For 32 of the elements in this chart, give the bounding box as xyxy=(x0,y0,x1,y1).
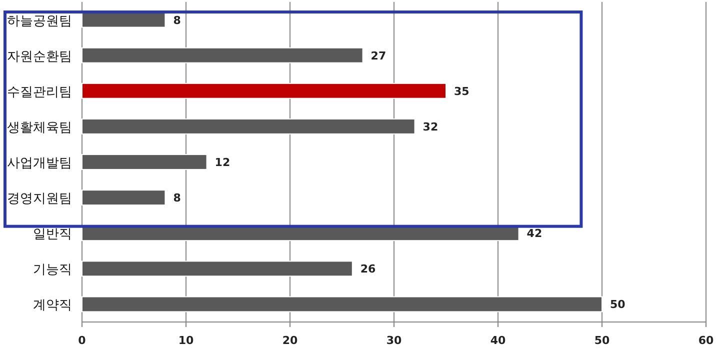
data-label: 27 xyxy=(370,49,386,62)
x-tick-label: 20 xyxy=(282,334,298,347)
bar xyxy=(82,154,208,170)
x-tick-label: 0 xyxy=(78,334,86,347)
y-tick-label: 일반직 xyxy=(33,227,72,242)
x-tick-label: 30 xyxy=(386,334,402,347)
x-tick-label: 10 xyxy=(178,334,194,347)
bar xyxy=(82,47,364,64)
data-label: 12 xyxy=(214,156,230,169)
bar xyxy=(82,296,602,312)
data-label: 8 xyxy=(173,14,181,27)
bar xyxy=(82,260,353,277)
y-tick-label: 기능직 xyxy=(33,262,72,278)
data-label: 50 xyxy=(610,298,626,312)
y-tick-label: 하늘공원팀 xyxy=(7,14,72,29)
x-tick-label: 50 xyxy=(594,334,610,347)
y-tick-label: 생활체육팀 xyxy=(7,120,72,136)
y-tick-label: 자원순환팀 xyxy=(7,49,72,64)
y-tick-label: 사업개발팀 xyxy=(7,156,72,171)
y-tick-label: 경영지원팀 xyxy=(7,192,72,207)
bar xyxy=(82,118,416,134)
data-label: 8 xyxy=(173,192,181,205)
data-label: 26 xyxy=(360,262,376,276)
data-label: 35 xyxy=(454,84,470,98)
x-tick-label: 60 xyxy=(698,334,714,347)
bar xyxy=(82,82,446,99)
data-label: 32 xyxy=(422,120,438,134)
bar xyxy=(82,190,166,206)
x-tick-label: 40 xyxy=(490,334,506,347)
y-tick-label: 계약직 xyxy=(33,298,72,314)
data-label: 42 xyxy=(526,227,542,240)
y-tick-label: 수질관리팀 xyxy=(7,84,72,100)
